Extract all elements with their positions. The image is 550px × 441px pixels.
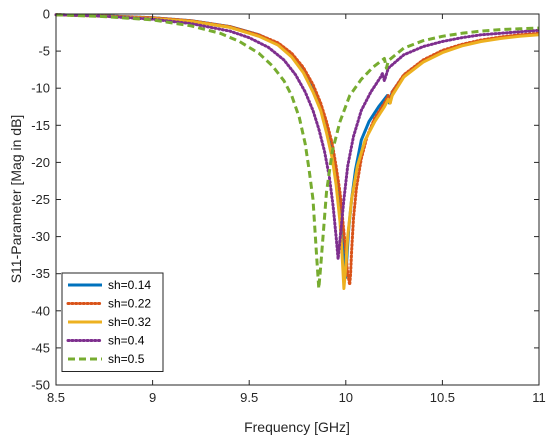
y-tick-label: -30	[31, 229, 50, 244]
axes-layer: 8.5 9 9.5 10 10.5 11 0 -5 -10 -15 -20 -25 -30 -35 -40 -…	[31, 7, 546, 406]
y-axis-title: S11-Parameter [Mag in dB]	[8, 115, 24, 284]
legend-label-3: sh=0.4	[108, 334, 145, 348]
y-tick-label: -45	[31, 340, 50, 355]
x-tick-label: 10	[339, 390, 353, 405]
y-tick-label: 0	[43, 7, 50, 22]
y-tick-label: -15	[31, 118, 50, 133]
y-tick-label: -10	[31, 81, 50, 96]
legend-box	[61, 272, 164, 372]
legend-label-2: sh=0.32	[108, 315, 151, 329]
y-tick-label: -40	[31, 303, 50, 318]
x-tick-label: 11	[532, 390, 546, 405]
y-tick-label: -35	[31, 266, 50, 281]
legend-label-0: sh=0.14	[108, 278, 151, 292]
y-tick-label: -5	[38, 44, 50, 59]
x-tick-label: 10.5	[430, 390, 455, 405]
x-tick-label: 8.5	[47, 390, 65, 405]
y-tick-label: -25	[31, 192, 50, 207]
series-line-3	[54, 13, 541, 261]
series-layer	[54, 13, 541, 290]
y-tick-label: -20	[31, 155, 50, 170]
legend: sh=0.14 sh=0.22 sh=0.32 sh=0.4 sh=0.5	[61, 272, 164, 372]
series-line-4	[55, 13, 540, 290]
x-axis-title: Frequency [GHz]	[244, 419, 350, 435]
legend-label-4: sh=0.5	[108, 352, 145, 366]
series-line-2	[55, 13, 540, 290]
y-tick-label: -50	[31, 378, 50, 393]
legend-label-1: sh=0.22	[108, 297, 151, 311]
x-tick-label: 9	[149, 390, 156, 405]
x-tick-label: 9.5	[240, 390, 258, 405]
series-line-1	[54, 13, 541, 287]
